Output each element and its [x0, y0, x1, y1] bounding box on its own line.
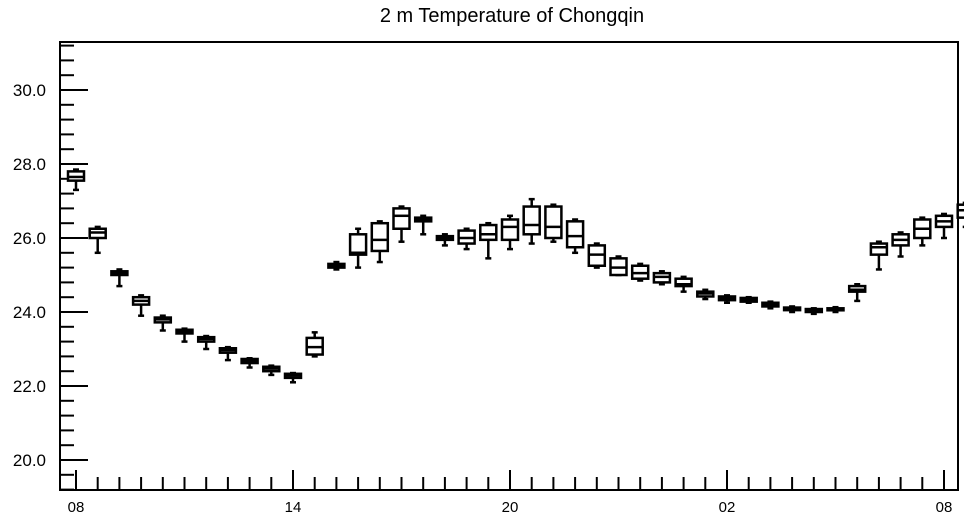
x-tick-label: 08: [936, 499, 953, 516]
y-tick-label: 20.0: [13, 451, 46, 470]
box-plot: [696, 288, 715, 301]
box-plot: [457, 227, 476, 251]
box-body: [522, 205, 541, 236]
box-plot: [847, 283, 867, 303]
box-plot: [522, 197, 541, 245]
box-plot: [609, 255, 628, 277]
box-body: [392, 207, 411, 230]
box-plot: [652, 270, 672, 286]
box-body: [348, 233, 368, 256]
x-tick-label: 20: [502, 499, 519, 516]
box-plot: [869, 240, 889, 271]
box-plot: [500, 214, 520, 251]
box-body: [370, 221, 390, 253]
box-plot: [761, 300, 780, 310]
box-body: [500, 218, 520, 242]
box-plot: [717, 294, 737, 304]
box-plot: [131, 294, 151, 317]
box-plot: [66, 168, 86, 192]
y-tick-label: 30.0: [13, 81, 46, 100]
box-plot: [327, 260, 346, 271]
x-tick-label: 14: [285, 499, 302, 516]
box-plot: [479, 221, 498, 260]
box-plot: [565, 218, 585, 255]
box-plot: [674, 275, 693, 293]
box-plot: [804, 307, 824, 316]
y-tick-label: 22.0: [13, 377, 46, 396]
box-plot: [544, 203, 563, 243]
box-plot: [153, 314, 173, 332]
box-plot: [435, 233, 455, 247]
box-body: [869, 242, 889, 256]
box-body: [544, 205, 563, 240]
box-plot: [891, 231, 910, 258]
box-plot: [283, 371, 303, 384]
box-body: [674, 277, 693, 288]
box-plot: [370, 220, 390, 264]
box-plot: [110, 268, 129, 288]
box-plot: [413, 214, 433, 236]
box-plot: [587, 242, 607, 269]
box-plot: [934, 212, 954, 240]
box-plot: [196, 334, 216, 351]
box-plot: [305, 331, 324, 358]
box-plot: [175, 327, 194, 343]
box-body: [565, 220, 585, 249]
box-plot: [262, 364, 281, 377]
x-axis-ticks: 081420020814200208: [68, 470, 953, 516]
y-tick-label: 28.0: [13, 155, 46, 174]
x-tick-label: 08: [68, 499, 85, 516]
box-plot: [826, 305, 845, 314]
box-plot: [88, 225, 107, 255]
y-axis-ticks: 20.0 22.0 24.0 26.0 28.0 30.0: [13, 44, 88, 491]
box-plot: [392, 205, 411, 243]
box-plot: [739, 295, 758, 304]
box-plot: [630, 262, 650, 282]
x-tick-label: 02: [719, 499, 736, 516]
box-plot: [913, 216, 932, 247]
box-body: [479, 223, 498, 242]
y-tick-label: 26.0: [13, 229, 46, 248]
box-plot: [782, 305, 802, 314]
plot-frame: [59, 41, 959, 491]
y-tick-label: 24.0: [13, 303, 46, 322]
box-plot: [240, 357, 259, 369]
box-plot: [348, 227, 368, 269]
chart-title: 2 m Temperature of Chongqin: [380, 5, 644, 27]
box-plot: [218, 345, 238, 362]
box-series: [66, 168, 964, 384]
chart-axes: [59, 41, 959, 491]
